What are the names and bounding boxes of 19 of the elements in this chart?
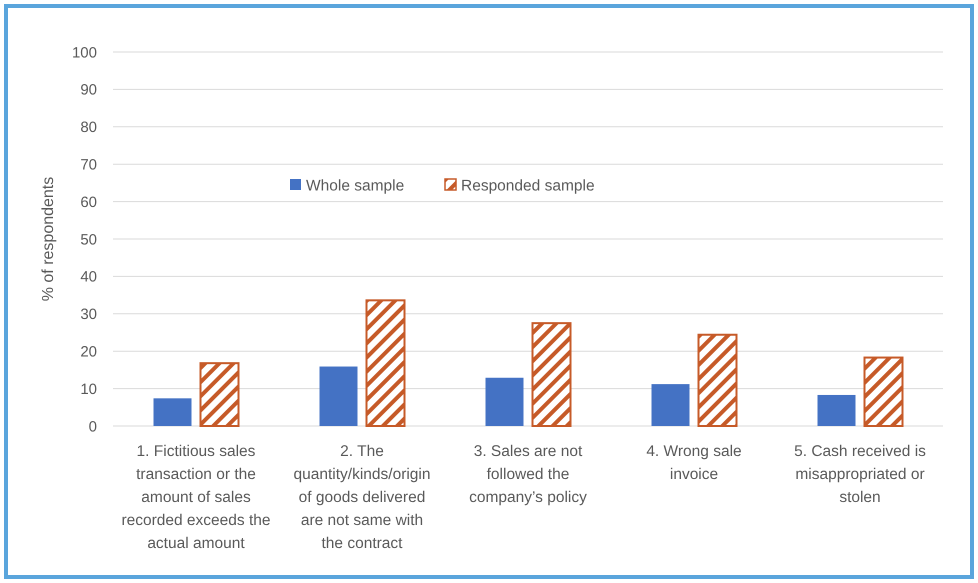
y-tick-label: 50	[80, 231, 97, 248]
y-tick-label: 30	[80, 306, 97, 324]
legend-label: Responded sample	[461, 177, 595, 194]
x-tick-label: 5. Cash received is misappropriated or stolen	[794, 443, 926, 506]
y-tick-label: 100	[72, 44, 97, 62]
x-tick-label: 2. The quantity/kinds/origin of goods delivered are not same with the contract	[294, 443, 430, 552]
y-tick-label: 80	[80, 119, 97, 136]
x-tick-label: 3. Sales are not followed the company’s policy	[469, 443, 588, 506]
y-tick-label: 40	[80, 268, 97, 286]
y-tick-label: 20	[80, 343, 97, 360]
x-tick-label: 4. Wrong sale invoice	[646, 443, 742, 483]
y-axis-title: % of respondents	[40, 176, 57, 302]
y-tick-label: 70	[80, 156, 97, 174]
y-tick-label: 60	[80, 194, 97, 211]
y-tick-label: 90	[80, 82, 97, 99]
y-tick-label: 0	[88, 418, 97, 436]
legend-label: Whole sample	[306, 177, 404, 194]
x-tick-label: 1. Fictitious sales transaction or the amount of sales recorded exceeds the actual amount	[121, 443, 271, 552]
y-tick-label: 10	[80, 380, 97, 398]
